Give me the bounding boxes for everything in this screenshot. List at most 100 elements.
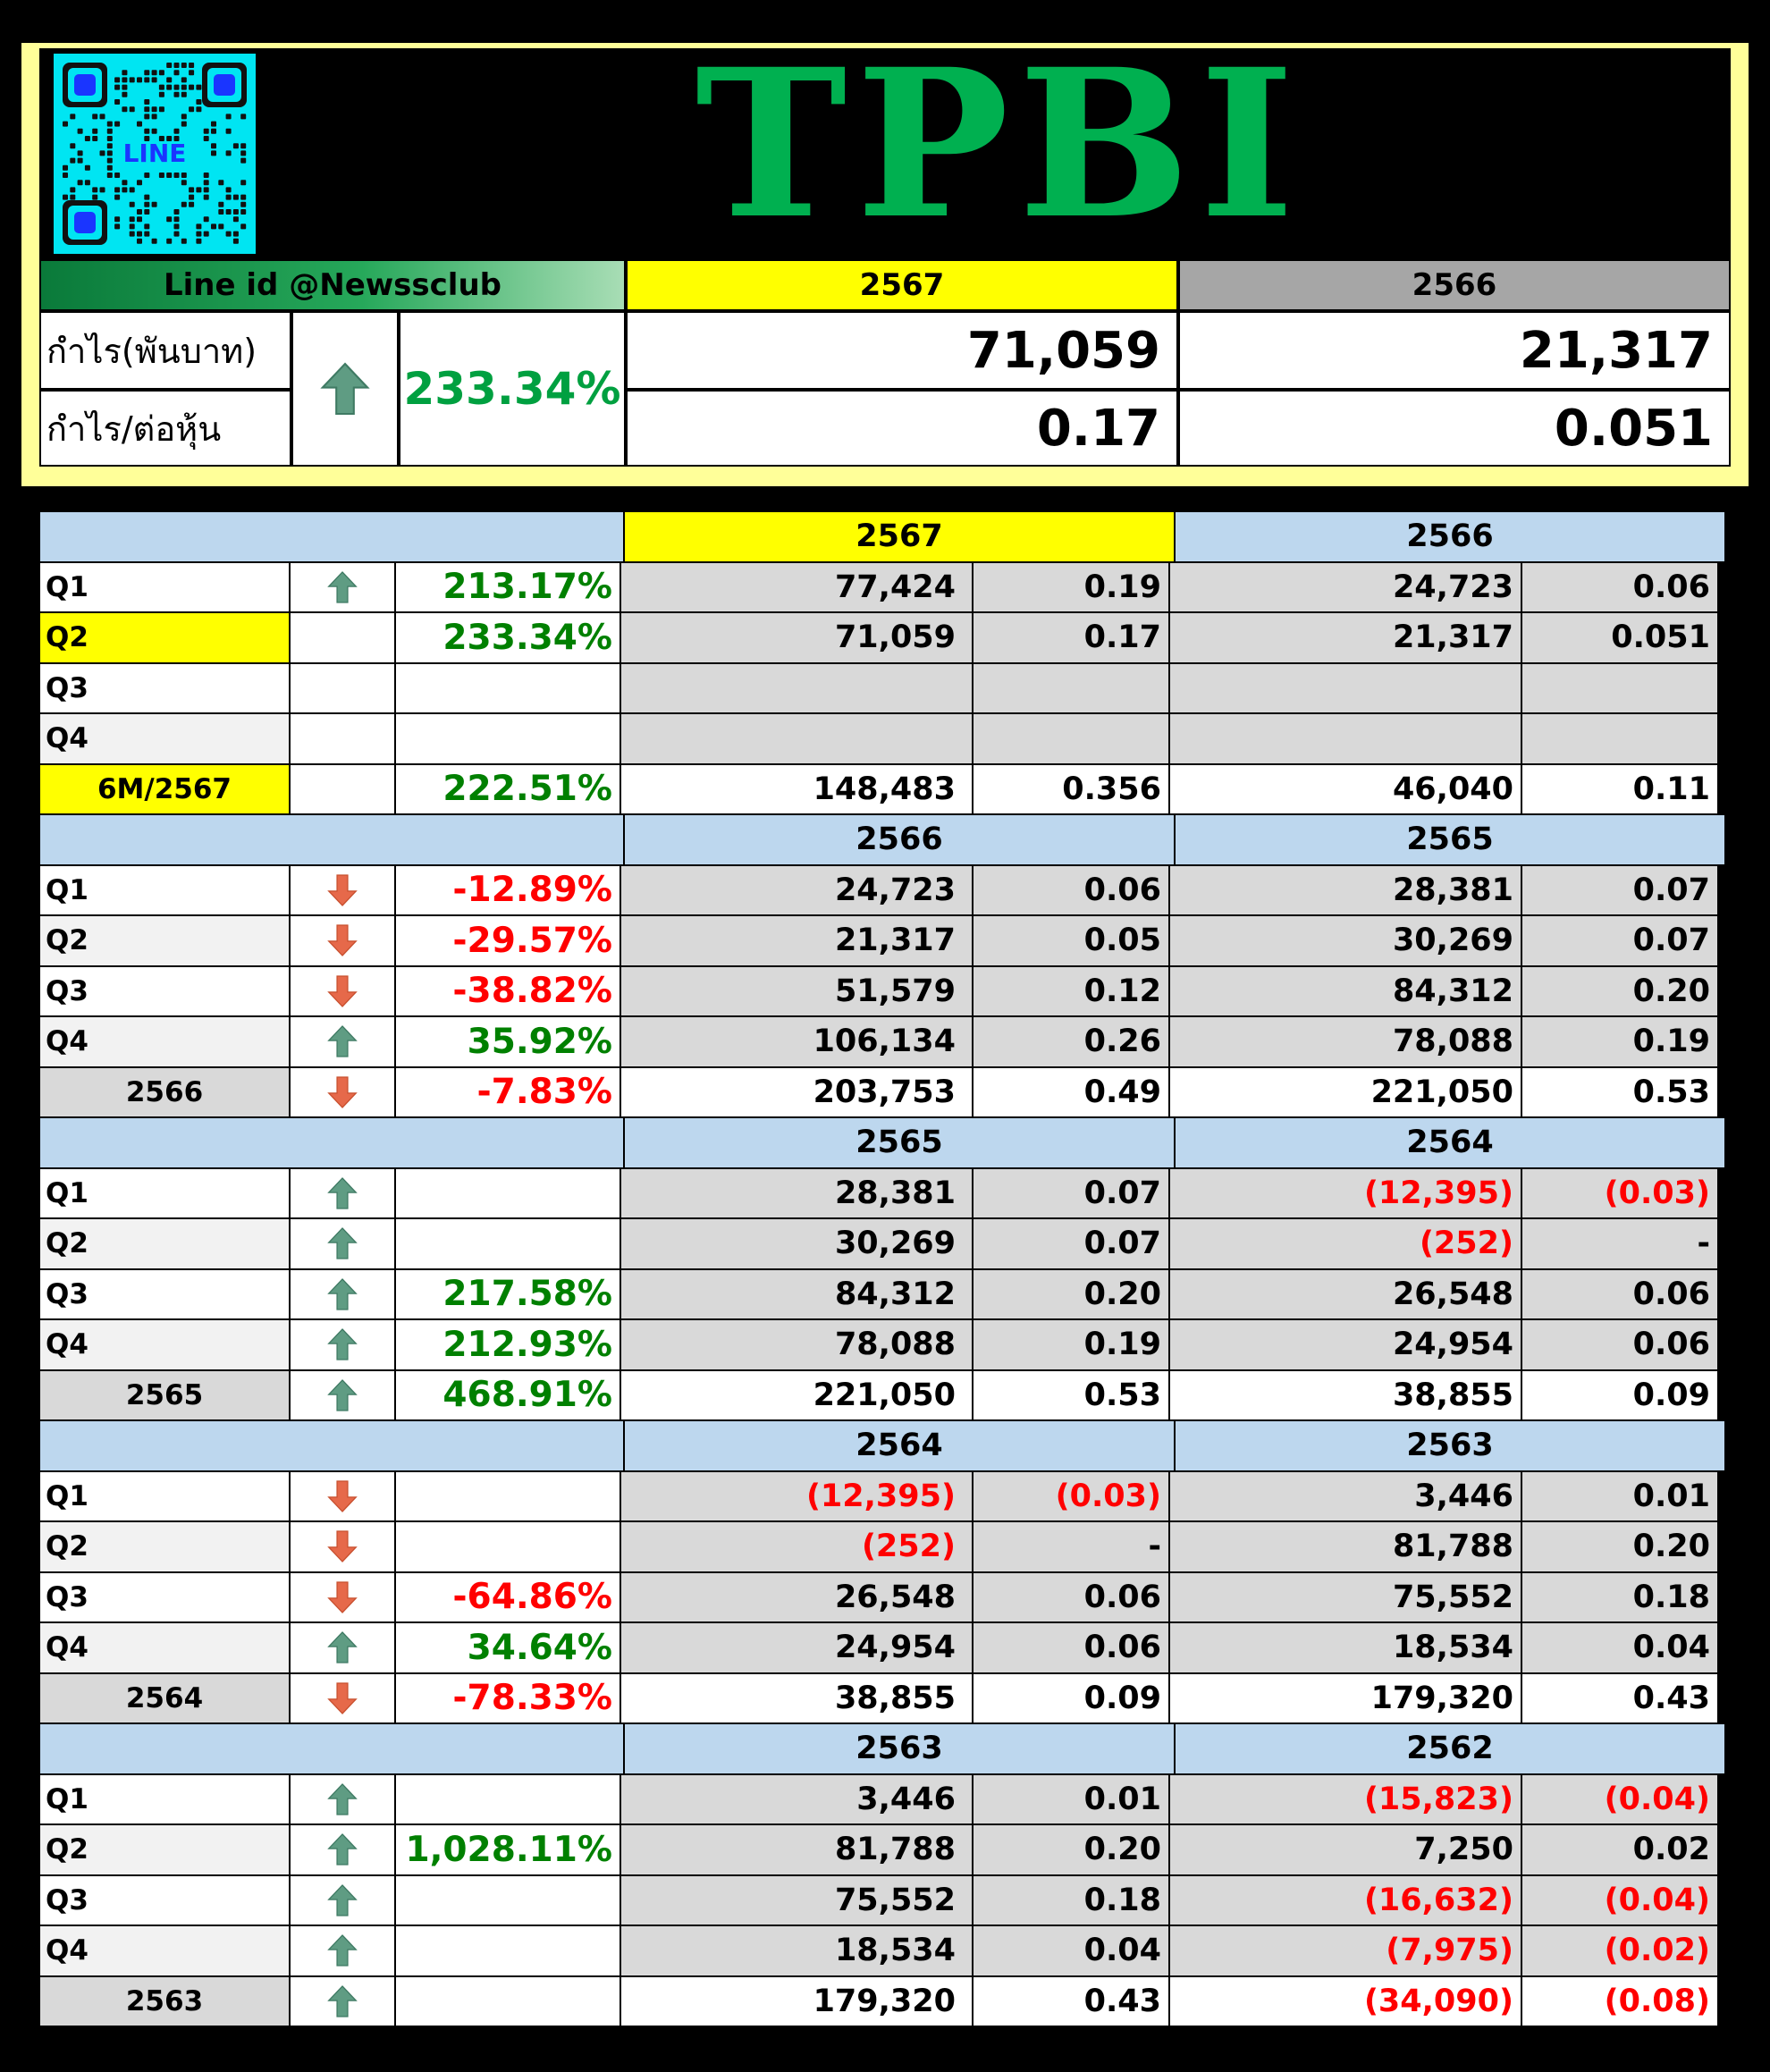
header-eps-current: 0.17	[626, 390, 1178, 467]
eps-year-a: 0.17	[972, 611, 1170, 664]
header-banner	[39, 48, 1731, 259]
qr-pattern	[63, 63, 247, 245]
profit-year-a: 30,269	[620, 1217, 974, 1270]
profit-year-b: 221,050	[1168, 1065, 1522, 1118]
profit-year-b: 75,552	[1168, 1571, 1522, 1623]
section-header-blank	[38, 1419, 625, 1472]
section-header-row: 2565 2564	[38, 1116, 1731, 1169]
arrow-down-icon	[327, 1581, 358, 1613]
profit-year-a: 38,855	[620, 1672, 974, 1724]
eps-year-b: 0.06	[1521, 1268, 1719, 1320]
eps-year-a: 0.05	[972, 914, 1170, 967]
profit-year-a: (252)	[620, 1520, 974, 1573]
section-header-blank	[38, 1722, 625, 1775]
period-label: Q3	[38, 1268, 291, 1320]
trend-cell	[289, 1065, 396, 1118]
line-id-label: Line id @Newssclub	[39, 259, 626, 311]
trend-cell	[289, 560, 396, 613]
table-row: 2565 468.91% 221,050 0.53 38,855 0.09	[38, 1369, 1731, 1421]
profit-year-b: 18,534	[1168, 1621, 1522, 1674]
eps-year-b: 0.09	[1521, 1369, 1719, 1421]
change-percent: 222.51%	[394, 762, 621, 815]
section-header-row: 2564 2563	[38, 1419, 1731, 1472]
period-label: 2564	[38, 1672, 291, 1724]
eps-year-a: 0.19	[972, 560, 1170, 613]
qr-code[interactable]: LINE	[54, 54, 256, 254]
eps-year-a	[972, 661, 1170, 714]
table-row: Q4 18,534 0.04 (7,975) (0.02)	[38, 1925, 1731, 1977]
arrow-up-icon	[327, 1782, 358, 1815]
trend-cell	[289, 1672, 396, 1724]
trend-cell	[289, 712, 396, 765]
eps-year-a	[972, 712, 1170, 765]
period-label: Q4	[38, 1318, 291, 1371]
arrow-down-icon	[327, 1530, 358, 1563]
profit-year-a: 24,723	[620, 863, 974, 916]
profit-year-a: 21,317	[620, 914, 974, 967]
profit-year-a: 75,552	[620, 1874, 974, 1926]
eps-year-b: -	[1521, 1217, 1719, 1270]
profit-year-b: 84,312	[1168, 964, 1522, 1017]
arrow-down-icon	[327, 975, 358, 1007]
change-percent: -12.89%	[394, 863, 621, 916]
profit-year-b: 26,548	[1168, 1268, 1522, 1320]
section-header-row: 2566 2565	[38, 813, 1731, 866]
profit-year-b	[1168, 712, 1522, 765]
change-percent: 1,028.11%	[394, 1824, 621, 1876]
change-percent	[394, 1520, 621, 1573]
profit-year-a: 24,954	[620, 1621, 974, 1674]
table-row: Q1 3,446 0.01 (15,823) (0.04)	[38, 1773, 1731, 1825]
profit-year-a: 81,788	[620, 1824, 974, 1876]
eps-year-b: (0.08)	[1521, 1975, 1719, 2027]
profit-year-a: 71,059	[620, 611, 974, 664]
profit-year-a: 51,579	[620, 964, 974, 1017]
profit-year-b: 46,040	[1168, 762, 1522, 815]
profit-year-b: (15,823)	[1168, 1773, 1522, 1825]
table-row: 2564 -78.33% 38,855 0.09 179,320 0.43	[38, 1672, 1731, 1724]
section-year-a: 2564	[623, 1419, 1176, 1472]
eps-year-b: 0.02	[1521, 1824, 1719, 1876]
header-year-previous: 2566	[1178, 259, 1731, 311]
profit-year-a: 106,134	[620, 1015, 974, 1068]
table-row: Q2 30,269 0.07 (252) -	[38, 1217, 1731, 1270]
arrow-up-icon	[327, 1833, 358, 1866]
table-row: Q1 213.17% 77,424 0.19 24,723 0.06	[38, 560, 1731, 613]
period-label: 6M/2567	[38, 762, 291, 815]
section-year-b: 2563	[1174, 1419, 1726, 1472]
trend-cell	[289, 1015, 396, 1068]
arrow-down-icon	[327, 874, 358, 906]
profit-label: กำไร(พันบาท)	[39, 311, 291, 390]
table-row: Q4 35.92% 106,134 0.26 78,088 0.19	[38, 1015, 1731, 1068]
change-percent	[394, 1167, 621, 1219]
profit-year-a	[620, 661, 974, 714]
eps-year-b: 0.11	[1521, 762, 1719, 815]
change-percent: 217.58%	[394, 1268, 621, 1320]
change-percent: -38.82%	[394, 964, 621, 1017]
table-row: Q3 75,552 0.18 (16,632) (0.04)	[38, 1874, 1731, 1926]
arrow-up-icon	[327, 1883, 358, 1916]
eps-year-a: -	[972, 1520, 1170, 1573]
profit-year-a: 77,424	[620, 560, 974, 613]
period-label: 2563	[38, 1975, 291, 2027]
trend-cell	[289, 1318, 396, 1371]
arrow-up-icon	[327, 1631, 358, 1663]
trend-cell	[289, 1621, 396, 1674]
eps-year-a: 0.19	[972, 1318, 1170, 1371]
trend-cell	[289, 914, 396, 967]
eps-year-b: 0.07	[1521, 914, 1719, 967]
profit-year-b	[1168, 661, 1522, 714]
change-percent	[394, 1925, 621, 1977]
trend-cell	[289, 964, 396, 1017]
arrow-up-icon	[327, 1227, 358, 1259]
arrow-up-icon	[327, 1934, 358, 1967]
trend-cell	[289, 1268, 396, 1320]
change-percent: -78.33%	[394, 1672, 621, 1724]
eps-label: กำไร/ต่อหุ้น	[39, 390, 291, 467]
trend-cell	[289, 863, 396, 916]
profit-year-b: (252)	[1168, 1217, 1522, 1270]
change-percent: 213.17%	[394, 560, 621, 613]
eps-year-b: 0.01	[1521, 1470, 1719, 1522]
profit-year-b: 38,855	[1168, 1369, 1522, 1421]
trend-cell	[289, 1167, 396, 1219]
trend-cell	[289, 1369, 396, 1421]
